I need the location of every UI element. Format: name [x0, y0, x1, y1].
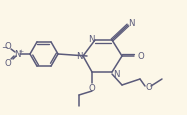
Text: O: O [5, 58, 11, 67]
Text: −: − [1, 43, 8, 52]
Text: N: N [14, 50, 20, 59]
Text: O: O [138, 52, 144, 61]
Text: O: O [89, 84, 95, 93]
Text: N: N [76, 52, 82, 61]
Text: +: + [18, 49, 23, 54]
Text: O: O [5, 42, 11, 51]
Text: N: N [113, 70, 119, 79]
Text: N: N [128, 18, 134, 27]
Text: N: N [88, 35, 94, 44]
Text: O: O [146, 83, 152, 92]
